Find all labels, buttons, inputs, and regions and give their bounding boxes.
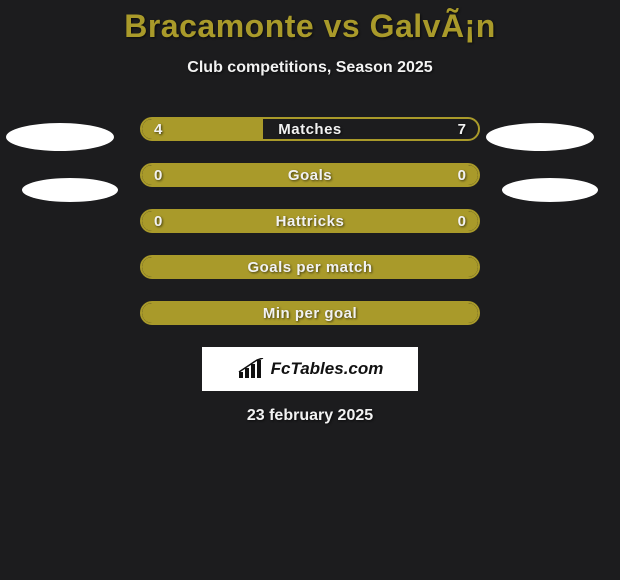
logo-text: FcTables.com — [271, 359, 384, 379]
decorative-ellipse — [22, 178, 118, 202]
stat-value-left: 0 — [154, 213, 162, 230]
stat-fill — [142, 303, 478, 323]
stat-row: Min per goal — [0, 301, 620, 325]
stat-value-right: 0 — [458, 213, 466, 230]
stat-value-right: 7 — [458, 121, 466, 138]
stat-pill: Goals per match — [140, 255, 480, 279]
stat-row: Goals per match — [0, 255, 620, 279]
subtitle: Club competitions, Season 2025 — [0, 59, 620, 77]
decorative-ellipse — [502, 178, 598, 202]
stat-value-right: 0 — [458, 167, 466, 184]
date-label: 23 february 2025 — [0, 407, 620, 425]
infographic-root: Bracamonte vs GalvÃ¡n Club competitions,… — [0, 0, 620, 580]
stat-value-left: 4 — [154, 121, 162, 138]
decorative-ellipse — [6, 123, 114, 151]
stat-value-left: 0 — [154, 167, 162, 184]
page-title: Bracamonte vs GalvÃ¡n — [0, 0, 620, 45]
stat-pill: Goals00 — [140, 163, 480, 187]
stat-fill — [142, 257, 478, 277]
stat-fill — [142, 211, 478, 231]
decorative-ellipse — [486, 123, 594, 151]
stat-pill: Min per goal — [140, 301, 480, 325]
stat-fill — [142, 165, 478, 185]
stat-pill: Matches47 — [140, 117, 480, 141]
chart-icon — [237, 358, 265, 380]
stat-row: Hattricks00 — [0, 209, 620, 233]
stat-pill: Hattricks00 — [140, 209, 480, 233]
logo-box: FcTables.com — [202, 347, 418, 391]
